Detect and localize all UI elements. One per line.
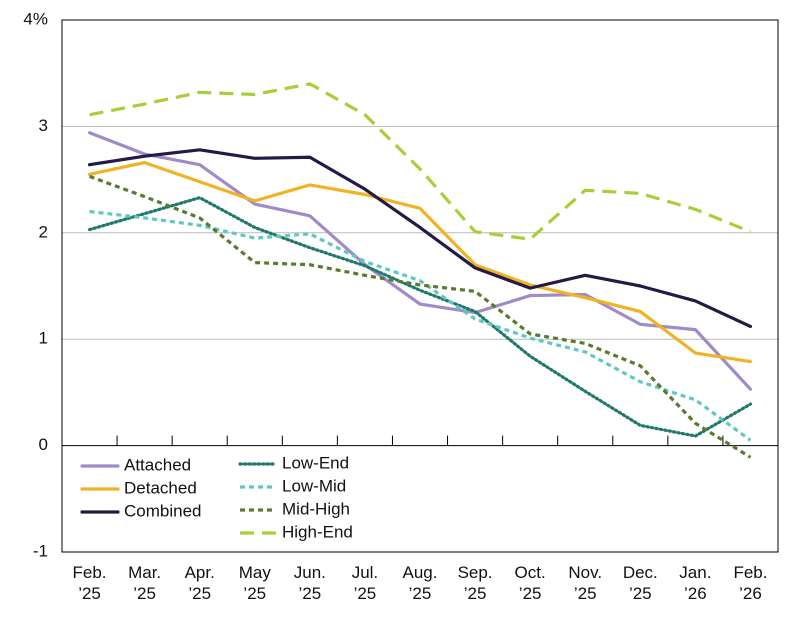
y-tick-label: 1 [39,329,48,348]
y-tick-label: 0 [39,435,48,454]
x-tick-label: Sep. ’25 [457,563,493,603]
y-tick-label: -1 [33,541,48,560]
x-tick-label: Apr. ’25 [184,563,215,603]
y-tick-label: 3 [39,116,48,135]
legend-label: Detached [124,478,197,497]
x-tick-label: Nov. ’25 [568,563,603,603]
x-tick-label: Aug. ’25 [402,563,438,603]
x-tick-label: Jul. ’25 [351,563,379,603]
series-line [87,160,753,364]
series-line [87,148,753,329]
legend-label: Low-Mid [282,476,346,495]
legend-label: Attached [124,455,191,474]
x-tick-label: May ’25 [238,563,271,603]
y-tick-label: 4% [23,9,48,28]
series-line [89,82,752,241]
legend-label: Low-End [282,453,349,472]
x-tick-label: Dec. ’25 [622,563,658,603]
x-tick-label: Feb. ’25 [72,563,107,603]
x-tick-label: Feb. ’26 [733,563,768,603]
legend-label: Mid-High [282,499,350,518]
series-line [88,174,752,459]
series-line [87,131,753,391]
x-tick-label: Jan. ’26 [679,563,712,603]
x-tick-label: Oct. ’25 [514,563,546,603]
legend-label: Combined [124,501,202,520]
y-tick-label: 2 [39,222,48,241]
series-line [87,196,753,438]
series-line [89,209,752,442]
x-tick-label: Jun. ’25 [293,563,326,603]
plot-frame [61,19,779,553]
legend-label: High-End [282,522,353,541]
x-tick-label: Mar. ’25 [128,563,162,603]
